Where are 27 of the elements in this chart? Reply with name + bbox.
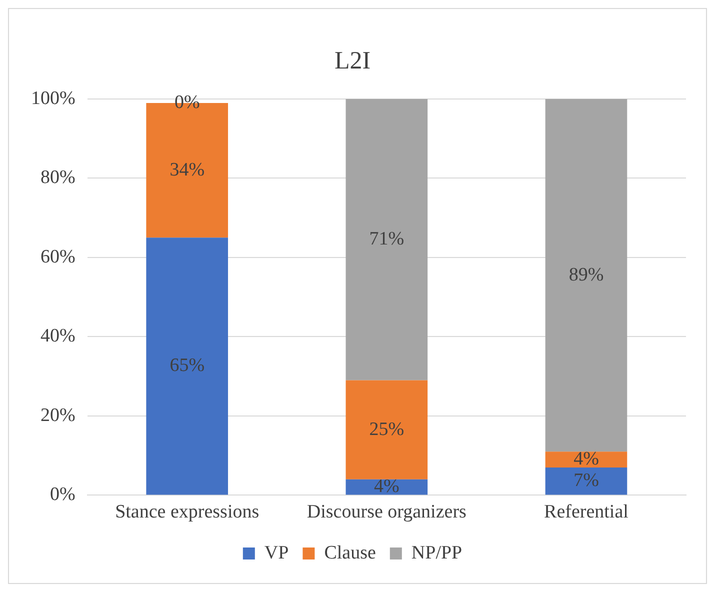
data-label: 65% (170, 355, 205, 376)
y-tick-label: 100% (31, 88, 76, 109)
bar (146, 238, 228, 495)
y-tick-label: 80% (40, 167, 76, 188)
legend-label: NP/PP (411, 542, 462, 564)
y-tick-label: 60% (40, 246, 76, 268)
data-label: 4% (574, 448, 600, 470)
x-tick-label: Discourse organizers (306, 502, 466, 523)
data-label: 34% (170, 159, 205, 180)
y-tick-label: 20% (40, 404, 76, 426)
data-label: 71% (369, 228, 404, 250)
bar (545, 452, 628, 468)
data-label: 89% (568, 264, 604, 286)
y-tick-label: 40% (40, 326, 76, 347)
legend-label: VP (264, 542, 289, 564)
y-tick-label: 0% (50, 484, 76, 506)
bar (545, 467, 628, 495)
x-tick-label: Stance expressions (115, 502, 260, 523)
data-label: 25% (369, 418, 404, 440)
bar (346, 99, 428, 380)
legend-label: Clause (324, 542, 376, 564)
bar (545, 99, 628, 452)
chart-title: L2I (334, 48, 371, 75)
bar (346, 380, 428, 480)
data-label: 7% (574, 470, 600, 492)
data-label: 4% (374, 476, 400, 498)
x-tick-label: Referential (544, 502, 628, 523)
